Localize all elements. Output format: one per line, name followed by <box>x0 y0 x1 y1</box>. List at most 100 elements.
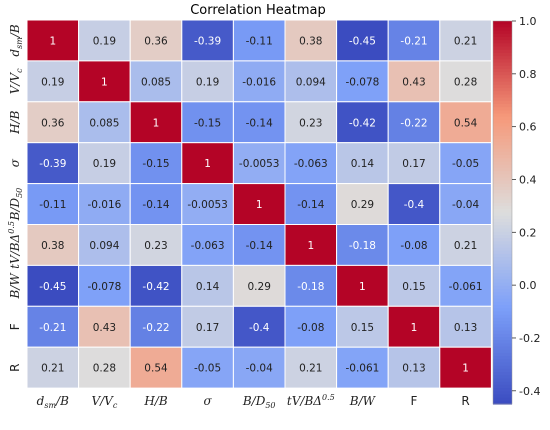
heatmap-cell <box>439 346 492 389</box>
heatmap-cell <box>78 264 131 307</box>
colorbar-segment <box>493 266 512 271</box>
colorbar-segment <box>493 177 512 182</box>
heatmap-cell <box>26 346 80 389</box>
heatmap-cell <box>181 305 234 348</box>
heatmap-cell <box>78 101 131 144</box>
cell-value-label: -0.42 <box>349 117 376 129</box>
colorbar-segment <box>493 269 512 274</box>
heatmap-cell <box>232 305 286 348</box>
y-tick-label: R <box>8 363 22 371</box>
x-axis-labels: dsm/B V/Vc H/B σ B/D50 tV/BΔ0.5 B/W F R <box>37 393 470 410</box>
cell-value-label: -0.4 <box>404 199 425 211</box>
colorbar-segment <box>493 244 512 249</box>
colorbar-segment <box>493 343 512 348</box>
colorbar-segment <box>493 40 512 44</box>
colorbar-segment <box>493 139 512 143</box>
cell-value-label: -0.05 <box>452 158 479 170</box>
cell-value-label: 0.094 <box>89 240 119 252</box>
heatmap-cell <box>129 224 183 266</box>
colorbar-segment <box>493 391 512 396</box>
heatmap-cell <box>181 224 234 266</box>
colorbar-segment <box>493 321 512 325</box>
colorbar-segment <box>493 27 512 32</box>
heatmap-cell <box>284 346 338 389</box>
cell-value-label: 0.14 <box>196 281 220 293</box>
colorbar-tick-label: 1.0 <box>519 15 537 28</box>
y-tick-label: V/Vc <box>8 68 24 94</box>
heatmap-cell <box>26 101 80 144</box>
cell-value-label: -0.11 <box>246 35 273 47</box>
heatmap-cell <box>439 142 492 185</box>
colorbar-segment <box>493 151 512 156</box>
heatmap-cell <box>26 305 80 348</box>
cell-value-label: -0.21 <box>400 35 427 47</box>
colorbar-segment <box>493 30 512 35</box>
cell-value-label: 0.28 <box>93 363 116 375</box>
colorbar-frame <box>492 20 513 405</box>
heatmap-cell <box>181 183 234 226</box>
cell-value-label: -0.061 <box>345 363 379 375</box>
colorbar-segment <box>493 257 512 261</box>
cell-value-label: 0.21 <box>299 363 322 375</box>
cell-value-label: -0.078 <box>345 76 379 88</box>
heatmap-cell <box>181 346 234 389</box>
colorbar-segment <box>493 372 512 376</box>
colorbar-segment <box>493 49 512 54</box>
cell-value-label: 0.43 <box>93 322 116 334</box>
heatmap-cell <box>26 264 80 307</box>
y-tick-label: B/D50 <box>8 188 24 222</box>
colorbar-segment <box>493 238 512 242</box>
cell-value-label: 0.15 <box>351 322 374 334</box>
colorbar-segment <box>493 113 512 118</box>
heatmap-cell <box>284 224 338 266</box>
colorbar-segment <box>493 24 512 28</box>
cell-value-label: 0.19 <box>93 158 116 170</box>
colorbar-segment <box>493 276 512 281</box>
heatmap-cell <box>78 346 131 389</box>
colorbar-tick-label: -0.2 <box>519 332 540 345</box>
colorbar-tick-label: 0.2 <box>519 226 537 239</box>
heatmap-cell <box>439 224 492 266</box>
colorbar-segment <box>493 78 512 83</box>
heatmap-cell <box>129 346 183 389</box>
heatmap-cell <box>26 183 80 226</box>
colorbar-segment <box>493 215 512 220</box>
colorbar-segment <box>493 161 512 166</box>
colorbar-segment <box>493 285 512 290</box>
colorbar-segment <box>493 129 512 134</box>
colorbar-segment <box>493 123 512 127</box>
heatmap-cell <box>78 19 131 62</box>
y-tick-label: B/W <box>8 272 22 300</box>
colorbar-segment <box>493 72 512 76</box>
heatmap-cell <box>232 101 286 144</box>
heatmap-cell <box>439 183 492 226</box>
colorbar-segment <box>493 196 512 201</box>
cell-value-label: -0.14 <box>297 199 324 211</box>
cell-value-label: -0.078 <box>87 281 121 293</box>
cell-value-label: 0.15 <box>402 281 425 293</box>
cell-value-label: 0.54 <box>144 363 168 375</box>
heatmap-cell <box>26 224 80 266</box>
colorbar-segment <box>493 247 512 252</box>
colorbar-segment <box>493 62 512 67</box>
colorbar-segment <box>493 145 512 150</box>
colorbar-segment <box>493 400 512 405</box>
heatmap-cell <box>284 19 338 62</box>
cell-value-label: -0.04 <box>452 199 479 211</box>
cell-value-label: 1 <box>153 117 160 129</box>
cell-value-label: -0.15 <box>194 117 221 129</box>
colorbar-segment <box>493 333 512 338</box>
cell-value-label: 0.19 <box>41 76 64 88</box>
heatmap-cell <box>26 19 80 62</box>
colorbar-segment <box>493 183 512 188</box>
cell-value-label: -0.016 <box>87 199 121 211</box>
cell-value-label: 1 <box>411 322 418 334</box>
colorbar-segment <box>493 305 512 309</box>
colorbar-segment <box>493 155 512 159</box>
heatmap-cell <box>336 60 389 103</box>
colorbar-segment <box>493 365 512 370</box>
cell-value-label: -0.22 <box>142 322 169 334</box>
cell-value-label: 1 <box>307 240 314 252</box>
cell-value-label: 1 <box>256 199 263 211</box>
heatmap-cell <box>181 142 234 185</box>
